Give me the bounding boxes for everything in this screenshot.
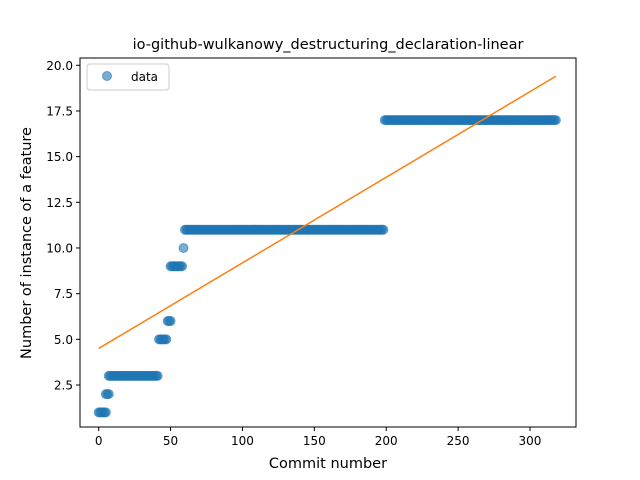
x-tick-label: 0 <box>95 434 103 448</box>
x-tick-label: 150 <box>303 434 326 448</box>
legend-label-data: data <box>131 70 158 84</box>
legend-box <box>86 63 170 91</box>
plot-area <box>93 75 561 418</box>
legend: data <box>86 63 170 91</box>
data-point <box>378 224 389 235</box>
x-tick-label: 300 <box>519 434 542 448</box>
y-tick-label: 7.5 <box>54 287 73 301</box>
data-point <box>550 115 561 126</box>
x-tick-label: 250 <box>447 434 470 448</box>
y-tick-label: 12.5 <box>46 196 73 210</box>
data-point <box>161 334 172 345</box>
data-point <box>165 316 176 327</box>
data-point <box>177 261 188 272</box>
y-tick-label: 15.0 <box>46 150 73 164</box>
x-tick-label: 50 <box>163 434 178 448</box>
x-axis: 0 50 100 150 200 250 300 <box>95 427 542 448</box>
y-tick-label: 2.5 <box>54 378 73 392</box>
y-axis: 2.5 5.0 7.5 10.0 12.5 15.0 17.5 20.0 <box>46 59 80 392</box>
y-tick-label: 10.0 <box>46 241 73 255</box>
data-point <box>152 370 163 381</box>
y-tick-label: 17.5 <box>46 104 73 118</box>
x-axis-label: Commit number <box>269 456 387 472</box>
data-point <box>103 389 114 400</box>
y-tick-label: 20.0 <box>46 59 73 73</box>
linear-fit-line <box>98 75 557 350</box>
x-tick-label: 200 <box>375 434 398 448</box>
x-tick-label: 100 <box>231 434 254 448</box>
y-tick-label: 5.0 <box>54 333 73 347</box>
axes-frame <box>79 57 577 428</box>
data-point <box>178 242 189 253</box>
legend-marker-data <box>102 71 112 81</box>
data-point <box>100 407 111 418</box>
y-axis-label: Number of instance of a feature <box>19 127 35 359</box>
chart-title: io-github-wulkanowy_destructuring_declar… <box>133 37 524 53</box>
